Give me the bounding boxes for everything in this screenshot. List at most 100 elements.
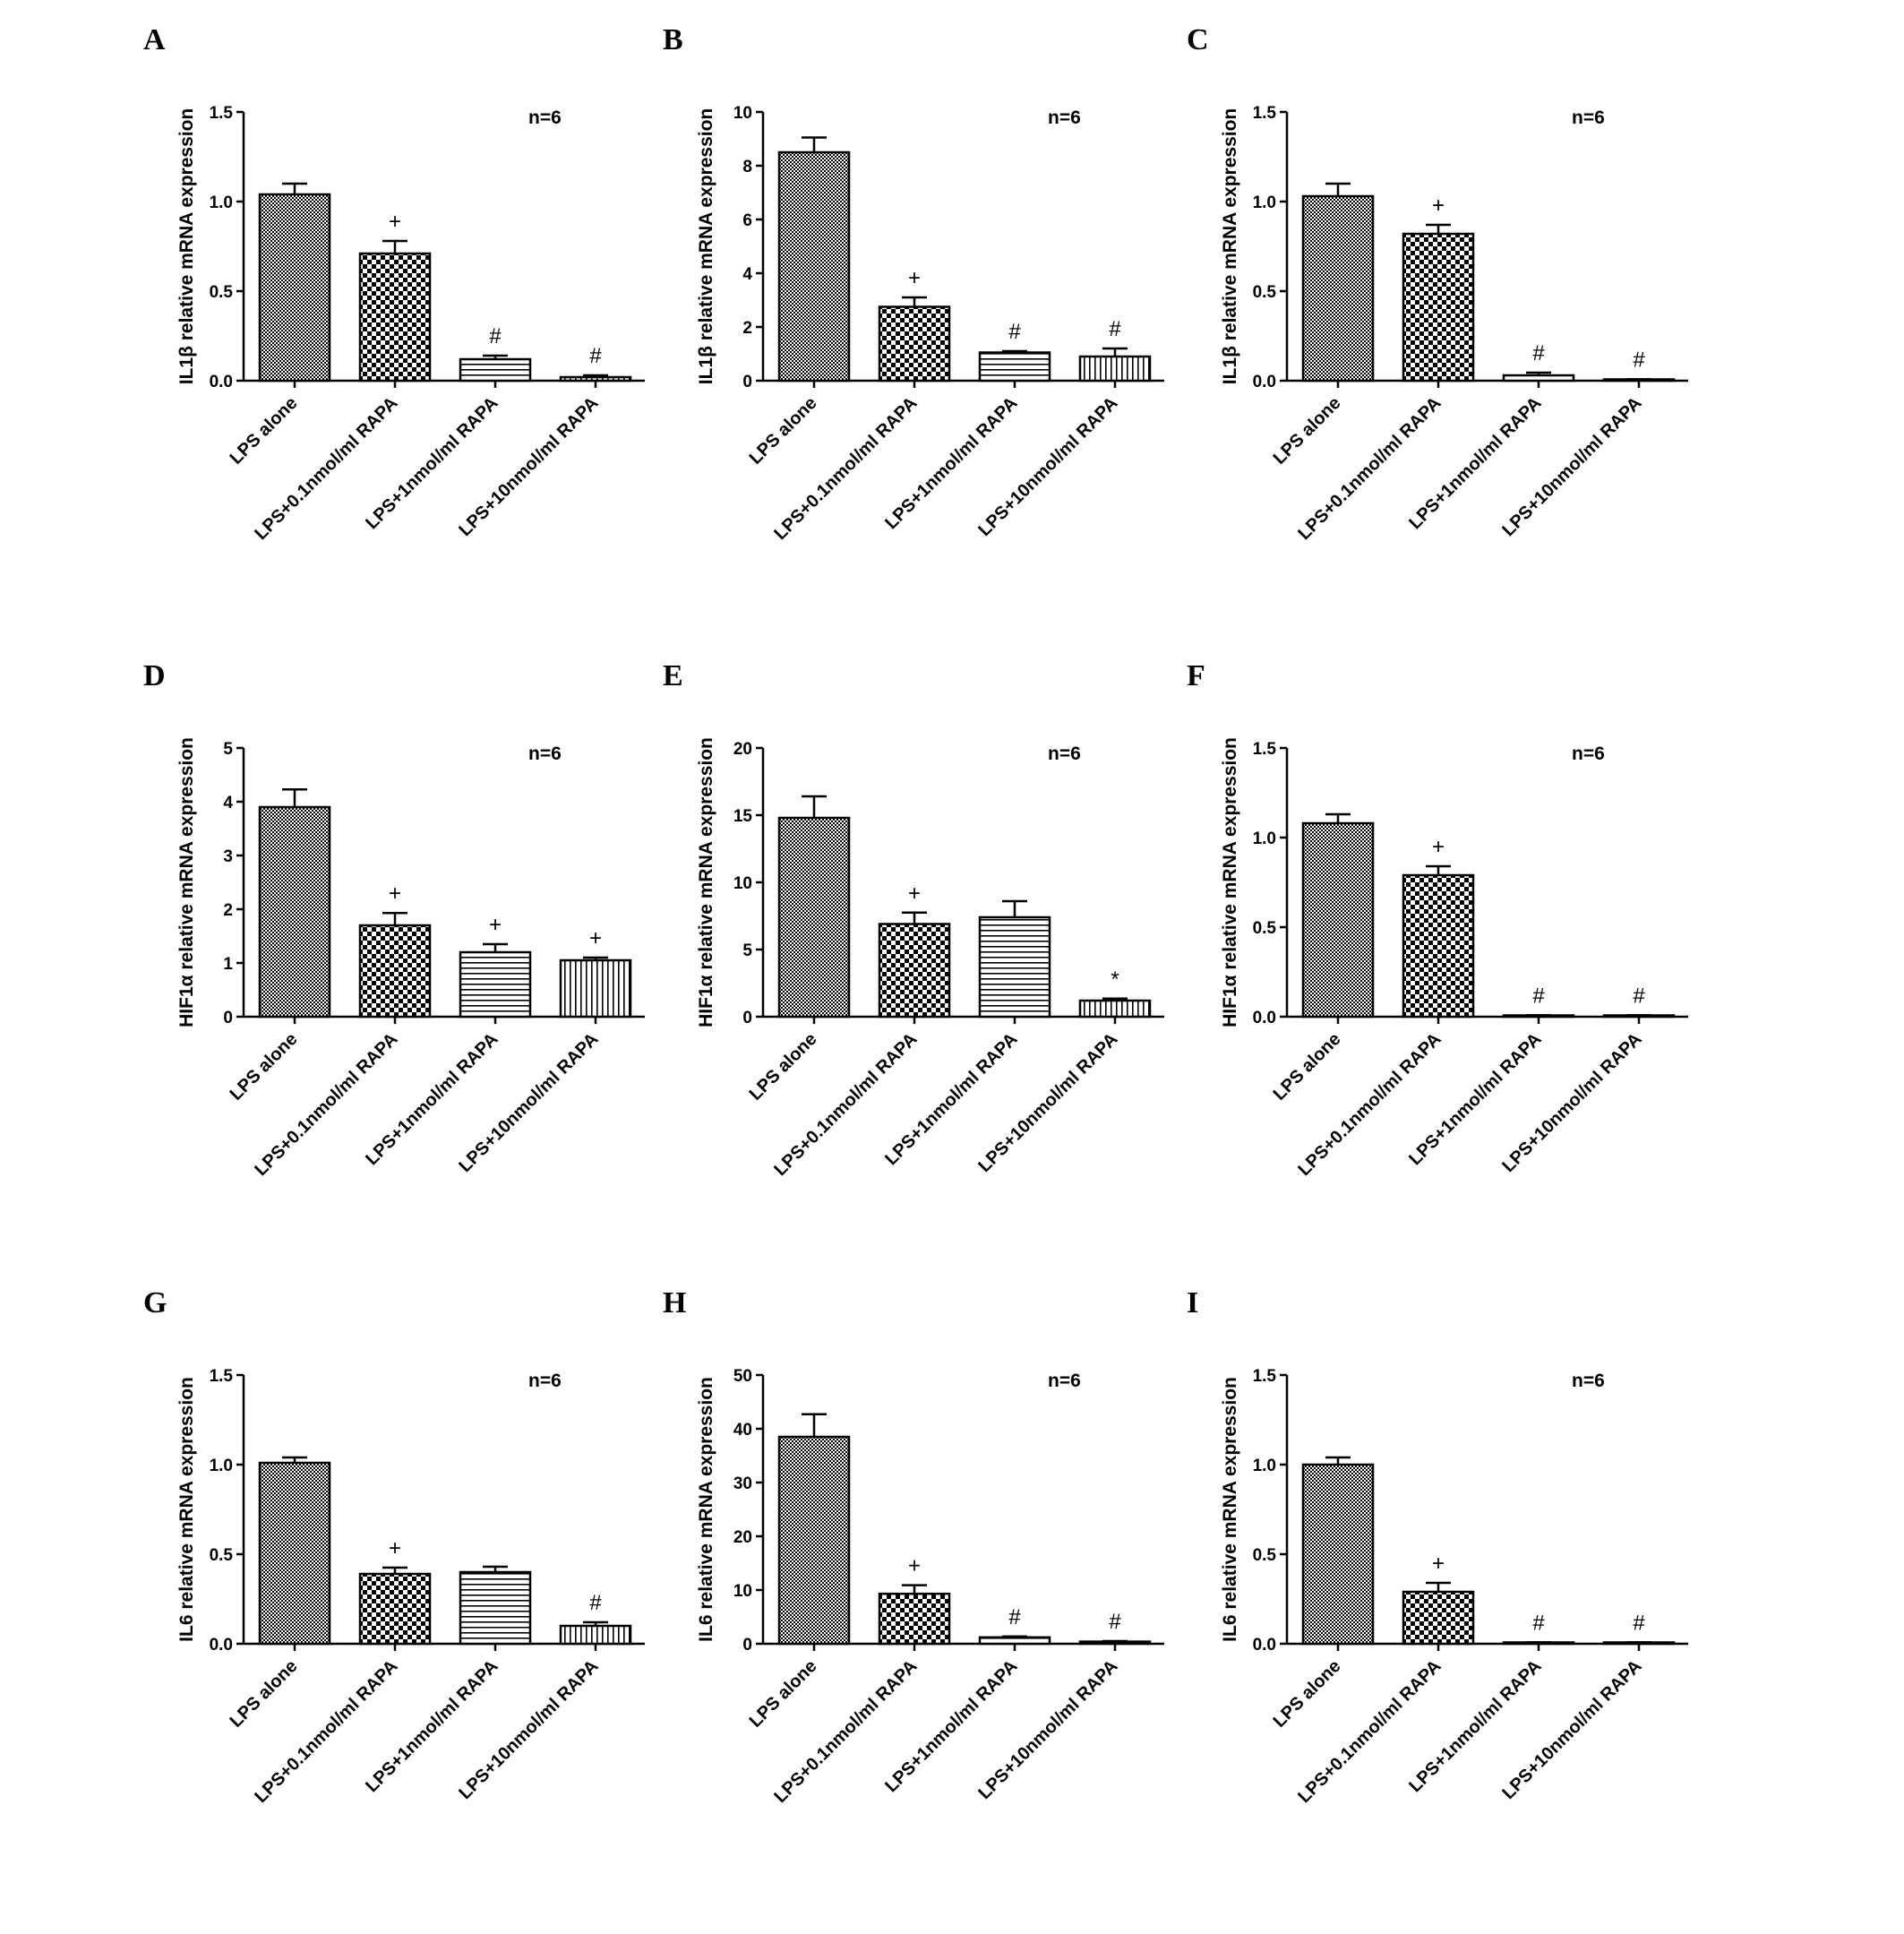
bar bbox=[1078, 999, 1152, 1019]
chart-panel-f: F 0.0 0.5 1.0 1.5 HIF1α relative mRNA express… bbox=[1187, 659, 1688, 1180]
x-tick-label: LPS alone bbox=[746, 1656, 821, 1732]
x-tick-label: LPS alone bbox=[1270, 1656, 1345, 1732]
x-tick-label: LPS alone bbox=[1270, 1029, 1345, 1105]
chart-panel-b: B 0 2 4 6 8 10 IL1β relative mRNA expression n=6… bbox=[663, 23, 1164, 544]
y-tick-label: 2 bbox=[223, 901, 233, 920]
y-tick-label: 40 bbox=[733, 1421, 752, 1440]
significance-marker: + bbox=[389, 210, 401, 234]
bar bbox=[1301, 194, 1375, 383]
x-tick-label: LPS alone bbox=[1270, 393, 1345, 468]
y-tick-label: 0.0 bbox=[210, 1636, 233, 1655]
y-tick-label: 4 bbox=[742, 265, 752, 284]
y-tick-label: 1.5 bbox=[1253, 1367, 1277, 1386]
panel-letter: H bbox=[663, 1286, 686, 1319]
sample-size-label: n=6 bbox=[528, 107, 562, 128]
bar bbox=[358, 924, 432, 1019]
x-tick-label: LPS alone bbox=[227, 393, 302, 468]
y-axis-label: IL6 relative mRNA expression bbox=[696, 1377, 716, 1642]
significance-marker: + bbox=[1432, 1551, 1445, 1576]
bar bbox=[358, 252, 432, 383]
y-tick-label: 0 bbox=[742, 1636, 752, 1655]
x-tick-label: LPS alone bbox=[227, 1656, 302, 1732]
sample-size-label: n=6 bbox=[528, 1371, 562, 1391]
y-tick-label: 0.0 bbox=[1253, 1636, 1276, 1655]
chart-panel-g: G 0.0 0.5 1.0 1.5 IL6 relative mRNA expressio… bbox=[143, 1286, 645, 1807]
panel-letter: G bbox=[143, 1286, 167, 1319]
panel-letter: I bbox=[1187, 1286, 1198, 1319]
chart-panel-a: A 0.0 0.5 1.0 1.5 IL1β relative mRNA expressi… bbox=[143, 23, 645, 544]
y-tick-label: 0.5 bbox=[1253, 1546, 1277, 1565]
bar bbox=[878, 1592, 951, 1646]
y-tick-label: 1 bbox=[223, 955, 233, 974]
bar bbox=[1078, 355, 1152, 383]
significance-marker: + bbox=[908, 266, 921, 290]
significance-marker: # bbox=[1109, 1610, 1121, 1634]
y-tick-label: 1.0 bbox=[1253, 1457, 1276, 1475]
sample-size-label: n=6 bbox=[528, 744, 562, 764]
y-axis-label: IL1β relative mRNA expression bbox=[696, 108, 716, 385]
significance-marker: # bbox=[1633, 984, 1645, 1008]
y-tick-label: 0 bbox=[742, 1009, 752, 1027]
chart-panel-d: D 0 1 2 3 4 5 HIF1α relative mRNA expression n=6… bbox=[143, 659, 645, 1180]
significance-marker: + bbox=[908, 881, 921, 906]
y-tick-label: 1.0 bbox=[210, 1457, 233, 1475]
y-tick-label: 15 bbox=[733, 807, 753, 826]
bar bbox=[258, 193, 331, 383]
y-tick-label: 1.5 bbox=[1253, 740, 1277, 759]
y-tick-label: 1.5 bbox=[1253, 104, 1277, 123]
significance-marker: + bbox=[589, 926, 602, 950]
y-tick-label: 6 bbox=[742, 211, 752, 230]
significance-marker: # bbox=[1633, 1611, 1645, 1635]
significance-marker: # bbox=[1109, 317, 1121, 341]
bar bbox=[777, 150, 851, 383]
chart-panel-i: I 0.0 0.5 1.0 1.5 IL6 relative mRNA expressio… bbox=[1187, 1286, 1688, 1807]
y-axis-label: IL6 relative mRNA expression bbox=[176, 1377, 197, 1642]
bar bbox=[459, 1570, 532, 1646]
bar bbox=[978, 1636, 1051, 1646]
y-axis-label: HIF1α relative mRNA expression bbox=[696, 737, 716, 1027]
y-tick-label: 1.0 bbox=[210, 193, 233, 212]
bar bbox=[878, 923, 951, 1019]
bar bbox=[978, 915, 1051, 1019]
y-tick-label: 10 bbox=[733, 1582, 752, 1601]
bar bbox=[878, 305, 951, 383]
panel-letter: A bbox=[143, 23, 166, 56]
sample-size-label: n=6 bbox=[1048, 107, 1081, 128]
y-tick-label: 2 bbox=[742, 319, 752, 338]
significance-marker: + bbox=[489, 913, 502, 937]
panel-letter: F bbox=[1187, 659, 1205, 692]
chart-panel-c: C 0.0 0.5 1.0 1.5 IL1β relative mRNA expressi… bbox=[1187, 23, 1688, 544]
bar bbox=[459, 357, 532, 383]
y-tick-label: 1.5 bbox=[210, 104, 234, 123]
sample-size-label: n=6 bbox=[1048, 744, 1081, 764]
y-tick-label: 10 bbox=[733, 874, 752, 893]
significance-marker: + bbox=[908, 1554, 921, 1578]
sample-size-label: n=6 bbox=[1572, 1371, 1605, 1391]
bar bbox=[1301, 821, 1375, 1019]
bar bbox=[1502, 374, 1575, 383]
panel-letter: B bbox=[663, 23, 683, 56]
y-tick-label: 0.0 bbox=[1253, 373, 1276, 391]
bar bbox=[358, 1572, 432, 1646]
significance-marker: + bbox=[389, 1536, 401, 1560]
y-tick-label: 0.0 bbox=[210, 373, 233, 391]
bar bbox=[1402, 232, 1475, 383]
bar bbox=[258, 805, 331, 1019]
bar bbox=[1301, 1463, 1375, 1646]
x-tick-label: LPS alone bbox=[746, 1029, 821, 1105]
bar bbox=[978, 351, 1051, 383]
significance-marker: # bbox=[489, 324, 502, 348]
y-tick-label: 10 bbox=[733, 104, 752, 123]
significance-marker: # bbox=[1008, 1605, 1021, 1629]
bar bbox=[559, 375, 632, 383]
y-tick-label: 1.0 bbox=[1253, 829, 1276, 848]
significance-marker: + bbox=[1432, 835, 1445, 859]
y-tick-label: 1.0 bbox=[1253, 193, 1276, 212]
y-tick-label: 0.5 bbox=[210, 283, 234, 302]
y-tick-label: 0.5 bbox=[1253, 283, 1277, 302]
y-tick-label: 0 bbox=[223, 1009, 233, 1027]
y-axis-label: IL1β relative mRNA expression bbox=[176, 108, 197, 385]
y-tick-label: 20 bbox=[733, 1528, 752, 1547]
y-axis-label: IL6 relative mRNA expression bbox=[1220, 1377, 1240, 1642]
